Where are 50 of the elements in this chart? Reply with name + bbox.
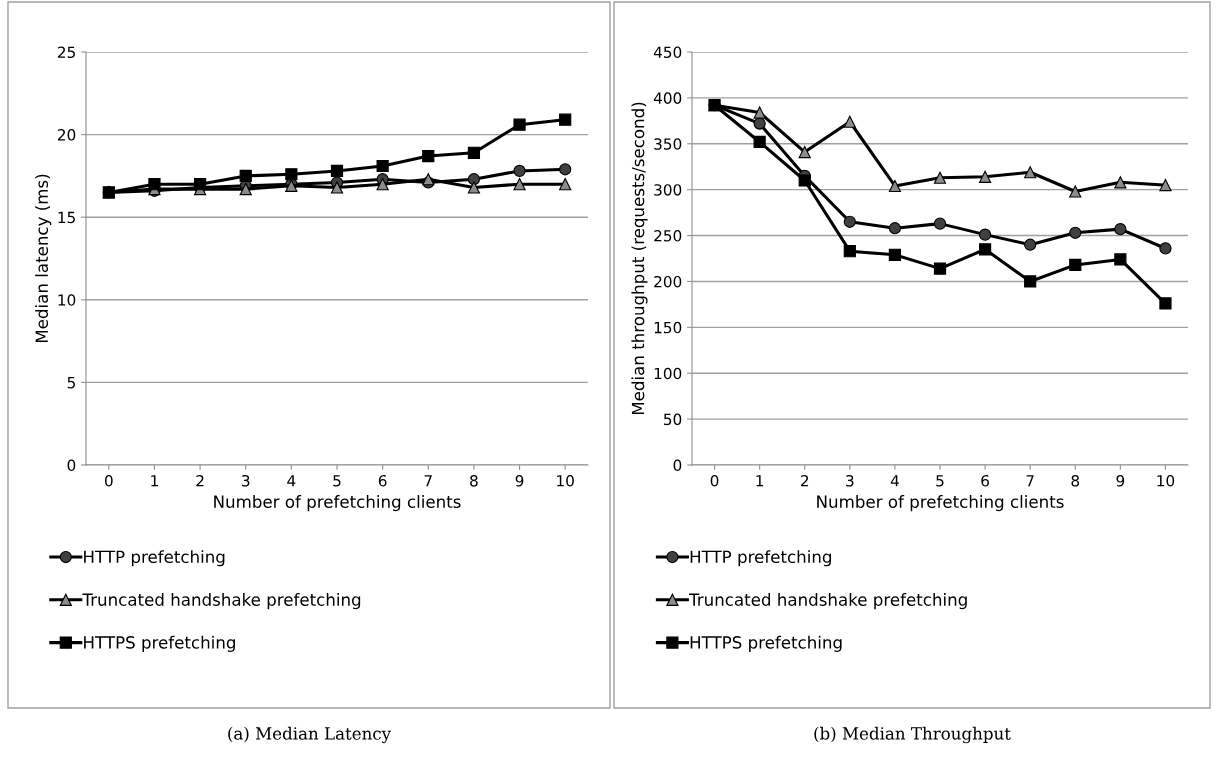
y-tick-label: 25	[57, 46, 75, 59]
x-tick-label: 8	[470, 474, 478, 487]
legend-label: Truncated handshake prefetching	[689, 593, 967, 610]
y-tick-label: 150	[654, 321, 682, 334]
legend-label: Truncated handshake prefetching	[82, 593, 361, 610]
x-tick-label: 1	[151, 475, 158, 487]
legend-label: HTTPS prefetching	[84, 635, 235, 652]
x-tick-label: 8	[1071, 474, 1080, 487]
x-tick-label: 7	[424, 475, 432, 487]
y-tick-label: 250	[654, 230, 682, 242]
x-tick-label: 3	[846, 474, 854, 487]
x-tick-label: 0	[710, 474, 719, 487]
y-tick-label: 50	[664, 413, 682, 426]
y-tick-label: 300	[654, 184, 682, 196]
x-tick-label: 2	[196, 474, 204, 487]
x-tick-label: 10	[557, 474, 574, 487]
x-tick-label: 1	[756, 475, 764, 487]
x-tick-label: 10	[1157, 474, 1175, 487]
y-tick-label: 10	[58, 294, 76, 306]
x-axis-title: Number of prefetching clients	[214, 495, 461, 512]
y-tick-label: 100	[654, 367, 682, 380]
text: (b) Median Throughput	[814, 726, 1011, 744]
y-tick-label: 20	[57, 129, 76, 141]
legend-label: HTTPS prefetching	[690, 635, 842, 652]
x-tick-label: 3	[242, 474, 250, 487]
x-tick-label: 7	[1026, 475, 1034, 487]
y-tick-label: 350	[654, 138, 682, 150]
y-tick-label: 0	[673, 459, 682, 472]
x-tick-label: 5	[936, 475, 944, 487]
x-axis-title: Number of prefetching clients	[817, 495, 1064, 512]
x-tick-label: 6	[981, 474, 989, 487]
text: (a) Median Latency	[228, 726, 392, 744]
x-tick-label: 9	[1116, 474, 1125, 487]
x-tick-label: 0	[104, 474, 113, 487]
x-tick-label: 9	[515, 474, 524, 487]
y-tick-label: 200	[654, 275, 682, 288]
x-tick-label: 4	[890, 475, 899, 487]
x-tick-label: 4	[287, 475, 296, 487]
legend-label: HTTP prefetching	[84, 550, 225, 567]
y-tick-label: 450	[653, 46, 682, 59]
y-tick-label: 0	[67, 459, 76, 472]
y-axis-title: Median latency (ms)	[35, 174, 52, 343]
x-tick-label: 5	[333, 475, 341, 487]
y-tick-label: 15	[58, 211, 75, 224]
legend-label: HTTP prefetching	[690, 550, 831, 567]
y-tick-label: 400	[653, 92, 682, 104]
x-tick-label: 6	[378, 474, 387, 487]
x-tick-label: 2	[800, 474, 809, 487]
y-tick-label: 5	[67, 377, 75, 389]
y-axis-title: Median throughput (requests/second)	[631, 102, 648, 415]
